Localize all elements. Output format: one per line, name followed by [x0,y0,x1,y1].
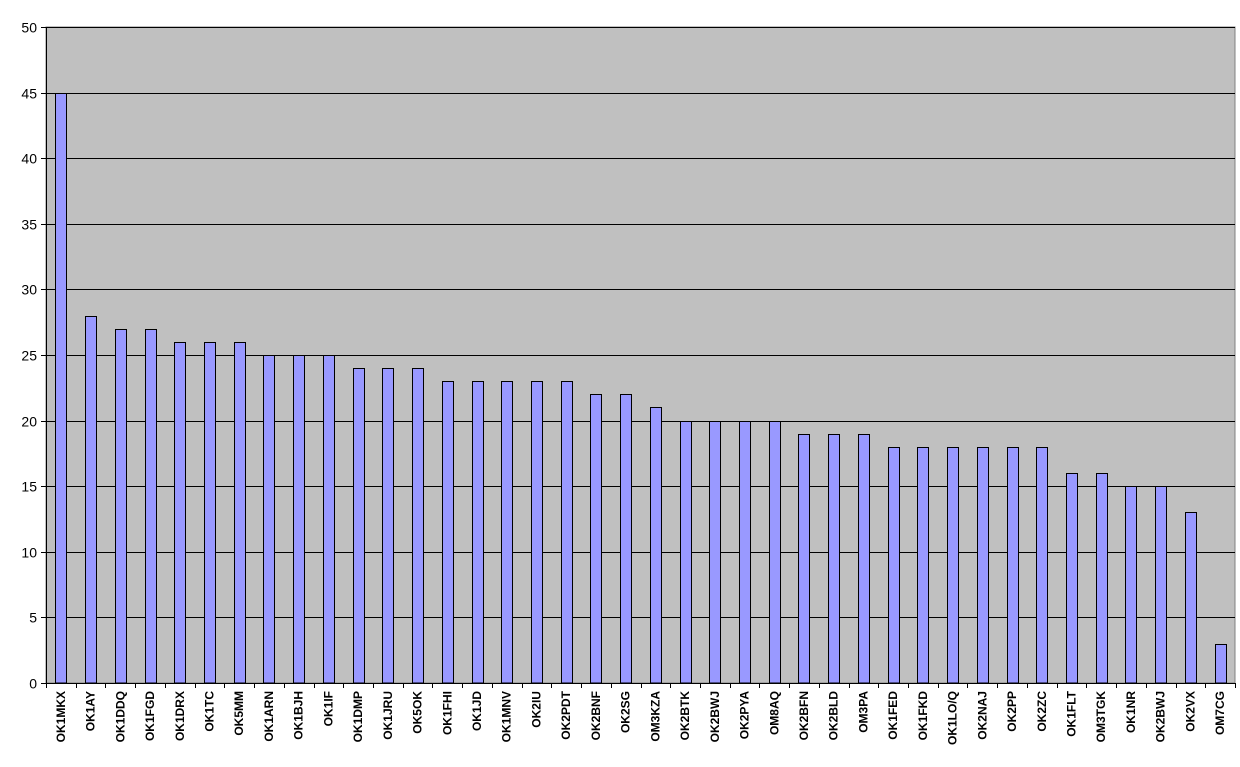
x-tick-label: OK2IU [529,691,543,728]
x-tick-label: OK5MM [232,691,246,736]
x-tick-label: OK2BTK [678,691,692,741]
x-tick-label: OK1FLT [1065,690,1079,736]
x-tick-label: OK1AY [84,691,98,731]
x-tick-label: OM8AQ [767,691,781,735]
y-tick-label: 20 [21,414,37,430]
bar-ok2bwj [709,421,721,684]
axes [46,27,1235,684]
bar-ok1fed [888,447,900,684]
y-tick-label: 0 [29,676,37,692]
bar-om7cg [1215,644,1227,684]
bar-ok2bnf [590,394,602,684]
bar-ok2vx [1185,512,1197,684]
x-tick-label: OK5OK [411,691,425,734]
bar-ok1tc [204,342,216,684]
bar-ok1flt [1066,473,1078,684]
bar-ok1mnv [501,381,513,684]
y-tick-label: 15 [21,479,37,495]
bars [55,93,1227,684]
x-tick-label: OK1JRU [381,691,395,740]
y-tick-label: 35 [21,217,37,233]
bar-ok1jru [382,368,394,684]
bar-ok2bld [828,434,840,684]
x-tick-label: OK2NAJ [975,691,989,740]
y-tick-label: 45 [21,86,37,102]
bar-ok2bwj [1155,486,1167,684]
x-tick-label: OK2ZC [1035,691,1049,732]
bar-om3kza [650,407,662,684]
y-tick-label: 30 [21,282,37,298]
bar-ok1fkd [917,447,929,684]
x-tick-label: OK2BLD [827,691,841,741]
bar-ok1ddq [115,329,127,684]
bar-ok5mm [234,342,246,684]
x-tick-label: OK2BNF [589,691,603,740]
y-tick-label: 50 [21,20,37,36]
x-tick-label: OK1LO/Q [946,691,960,745]
bar-ok2btk [680,421,692,684]
x-tick-label: OK2BWJ [1154,691,1168,742]
x-tick-label: OK2PYA [738,691,752,740]
bar-ok1if [323,355,335,684]
y-tick-label: 10 [21,545,37,561]
x-tick-label: OK1MKX [54,691,68,742]
x-tick-label: OK2PP [1005,691,1019,732]
bar-ok1jd [472,381,484,684]
x-tick-label: OK1IF [321,691,335,726]
x-tick-label: OK2BFN [797,691,811,740]
bar-ok2naj [977,447,989,684]
x-tick-label: OM3KZA [648,691,662,742]
x-tick-label: OM7CG [1213,691,1227,735]
bar-ok1arn [263,355,275,684]
x-tick-label: OK1FGD [143,691,157,741]
x-tick-label: OK1BJH [292,691,306,740]
y-tick-label: 25 [21,348,37,364]
x-tick-label: OK1NR [1124,691,1138,733]
x-tick-label: OM3PA [856,691,870,733]
y-tick-labels: 0 5 10 15 20 25 30 35 40 45 50 [21,20,46,692]
x-tick-label: OK2SG [619,691,633,733]
bar-ok1fhi [442,381,454,684]
bar-ok1bjh [293,355,305,684]
x-tick-label: OK1DMP [351,691,365,742]
x-tick-label: OK2PDT [559,690,573,739]
x-tick-label: OK1FHI [440,691,454,735]
bar-ok1dmp [353,368,365,684]
x-tick-label: OK1ARN [262,691,276,742]
bar-ok2pdt [561,381,573,684]
x-tick-label: OK1JD [470,691,484,731]
x-tick-label: OK1MNV [500,691,514,742]
x-tick-label: OK1DRX [173,691,187,741]
x-tick-label: OK1DDQ [113,691,127,742]
bar-ok1drx [174,342,186,684]
bar-ok5ok [412,368,424,684]
x-tick-label: OK2VX [1183,691,1197,732]
bar-om3tgk [1096,473,1108,684]
x-tick-label: OK2BWJ [708,691,722,742]
y-tick-label: 40 [21,151,37,167]
x-tick-labels: OK1MKX OK1AY OK1DDQ OK1FGD OK1DRX OK1TC OK5MM O… [46,683,1236,745]
bar-ok2iu [531,381,543,684]
bar-ok1fgd [145,329,157,684]
bar-ok1mkx [55,93,67,684]
x-tick-label: OM3TGK [1094,691,1108,743]
bar-ok2bfn [798,434,810,684]
bar-om3pa [858,434,870,684]
bar-ok1nr [1125,486,1137,684]
bar-ok2pya [739,421,751,684]
bar-ok2sg [620,394,632,684]
bar-ok2zc [1036,447,1048,684]
bar-om8aq [769,421,781,684]
bar-ok2pp [1007,447,1019,684]
x-tick-label: OK1FED [886,691,900,740]
x-tick-label: OK1TC [202,691,216,732]
bar-ok1lo-q [947,447,959,684]
x-tick-label: OK1FKD [916,691,930,741]
bar-ok1ay [85,316,97,684]
y-tick-label: 5 [29,610,37,626]
